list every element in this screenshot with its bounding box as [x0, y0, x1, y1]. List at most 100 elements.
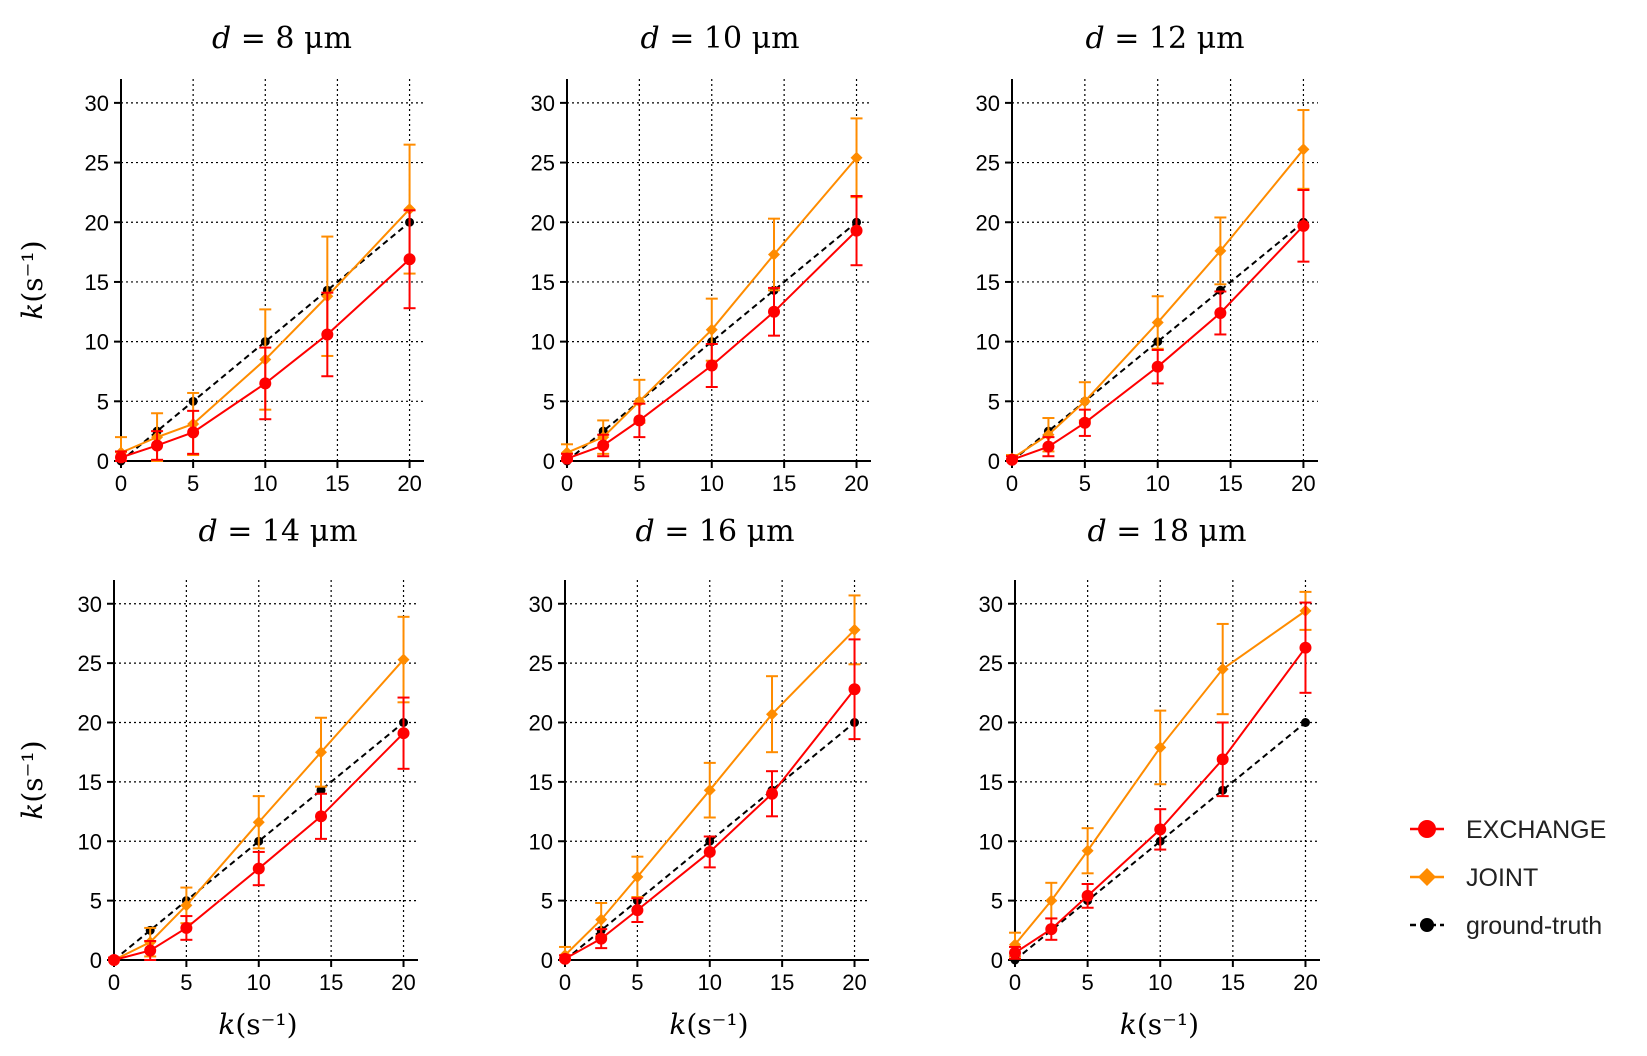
series-line	[120, 258, 411, 459]
data-point	[1151, 316, 1164, 329]
y-tick-label: 25	[531, 151, 555, 176]
x-tick-label: 0	[1006, 471, 1018, 496]
y-tick-label: 5	[991, 889, 1003, 914]
panel-title: d = 12 μm	[1085, 21, 1244, 56]
y-tick-label: 0	[97, 449, 109, 474]
data-point	[180, 899, 193, 912]
series-line	[566, 221, 858, 462]
data-point	[397, 727, 410, 740]
y-tick-label: 10	[85, 330, 109, 355]
x-axis-label: k(s⁻¹)	[669, 1008, 748, 1041]
series-line	[564, 629, 856, 956]
y-tick-label: 20	[976, 210, 1000, 235]
data-point	[1151, 360, 1164, 373]
x-tick-label: 10	[247, 970, 271, 995]
x-tick-label: 0	[559, 970, 571, 995]
data-point	[1297, 143, 1310, 156]
y-tick-label: 15	[529, 770, 553, 795]
data-point	[1045, 894, 1058, 907]
x-tick-label: 20	[397, 471, 421, 496]
data-point	[397, 653, 410, 666]
series-joint	[559, 594, 861, 962]
data-point	[1009, 946, 1021, 959]
series-line	[1014, 721, 1307, 961]
series-line	[564, 721, 856, 961]
data-point	[115, 451, 127, 464]
y-tick-label: 15	[976, 270, 1000, 295]
x-tick-label: 0	[108, 970, 120, 995]
data-point	[848, 683, 861, 696]
data-point	[252, 816, 265, 829]
data-point	[766, 787, 779, 800]
x-tick-label: 0	[115, 471, 127, 496]
data-point	[1300, 718, 1310, 727]
y-tick-label: 10	[979, 829, 1003, 854]
y-tick-label: 5	[543, 389, 555, 414]
data-point	[1215, 285, 1225, 295]
panel-2: 0 5 10 15 20 25 30 0 5 10 15 20 d = 10 μm	[531, 21, 871, 496]
data-point	[1216, 663, 1229, 676]
data-point	[1214, 244, 1227, 257]
y-tick-label: 5	[97, 389, 109, 414]
x-tick-label: 10	[1145, 471, 1169, 496]
series-line	[120, 221, 411, 462]
x-tick-label: 0	[561, 471, 573, 496]
x-tick-label: 15	[325, 471, 349, 496]
y-tick-label: 30	[529, 592, 553, 617]
data-point	[766, 708, 779, 721]
y-tick-label: 25	[529, 651, 553, 676]
data-point	[631, 870, 644, 883]
panel-title: d = 14 μm	[198, 514, 357, 549]
series-line	[113, 732, 405, 961]
data-point	[1081, 844, 1094, 857]
x-tick-label: 20	[844, 471, 868, 496]
y-tick-label: 30	[979, 592, 1003, 617]
series-line	[120, 208, 411, 454]
legend: EXCHANGE JOINT ground-truth	[1410, 816, 1606, 940]
x-tick-label: 5	[633, 471, 645, 496]
x-tick-label: 20	[842, 970, 866, 995]
x-tick-label: 5	[1079, 471, 1091, 496]
x-tick-label: 10	[698, 970, 722, 995]
panel-3: 0 5 10 15 20 25 30 0 5 10 15 20 d = 12 μm	[976, 21, 1318, 496]
legend-item-exchange: EXCHANGE	[1410, 816, 1606, 844]
y-tick-label: 15	[979, 770, 1003, 795]
legend-marker	[1418, 820, 1436, 838]
legend-label: EXCHANGE	[1466, 816, 1606, 844]
data-point	[1006, 453, 1018, 466]
legend-item-joint: JOINT	[1410, 864, 1538, 892]
y-tick-label: 20	[979, 711, 1003, 736]
data-point	[1078, 416, 1091, 429]
data-point	[633, 414, 646, 427]
series-exchange	[559, 638, 861, 965]
y-tick-label: 0	[90, 948, 102, 973]
x-tick-label: 20	[1293, 970, 1317, 995]
panel-1: 0 5 10 15 20 25 30 0 5 10 15 20 d = 8 μm k(s⁻¹)	[16, 21, 424, 496]
data-point	[1081, 889, 1094, 902]
series-line	[113, 658, 405, 961]
data-point	[703, 845, 716, 858]
data-point	[403, 203, 416, 216]
legend-item-truth: ground-truth	[1410, 912, 1602, 940]
y-tick-label: 15	[531, 270, 555, 295]
data-point	[144, 944, 157, 957]
x-axis-label: k(s⁻¹)	[1120, 1008, 1199, 1041]
y-tick-label: 5	[988, 389, 1000, 414]
y-tick-label: 20	[531, 210, 555, 235]
data-point	[768, 248, 781, 261]
data-point	[1078, 395, 1091, 408]
panel-5: 0 5 10 15 20 25 30 0 5 10 15 20 d = 16 μm k(s⁻¹)	[529, 514, 869, 1041]
y-tick-label: 10	[529, 829, 553, 854]
x-tick-label: 5	[180, 970, 192, 995]
data-point	[1154, 741, 1167, 754]
x-tick-label: 15	[1218, 471, 1242, 496]
series-line	[1011, 148, 1305, 460]
x-tick-label: 15	[1221, 970, 1245, 995]
series-joint	[1006, 109, 1310, 465]
data-point	[705, 323, 718, 336]
data-point	[316, 785, 326, 795]
y-tick-label: 0	[541, 948, 553, 973]
data-point	[1154, 823, 1167, 836]
legend-label: ground-truth	[1466, 912, 1602, 940]
